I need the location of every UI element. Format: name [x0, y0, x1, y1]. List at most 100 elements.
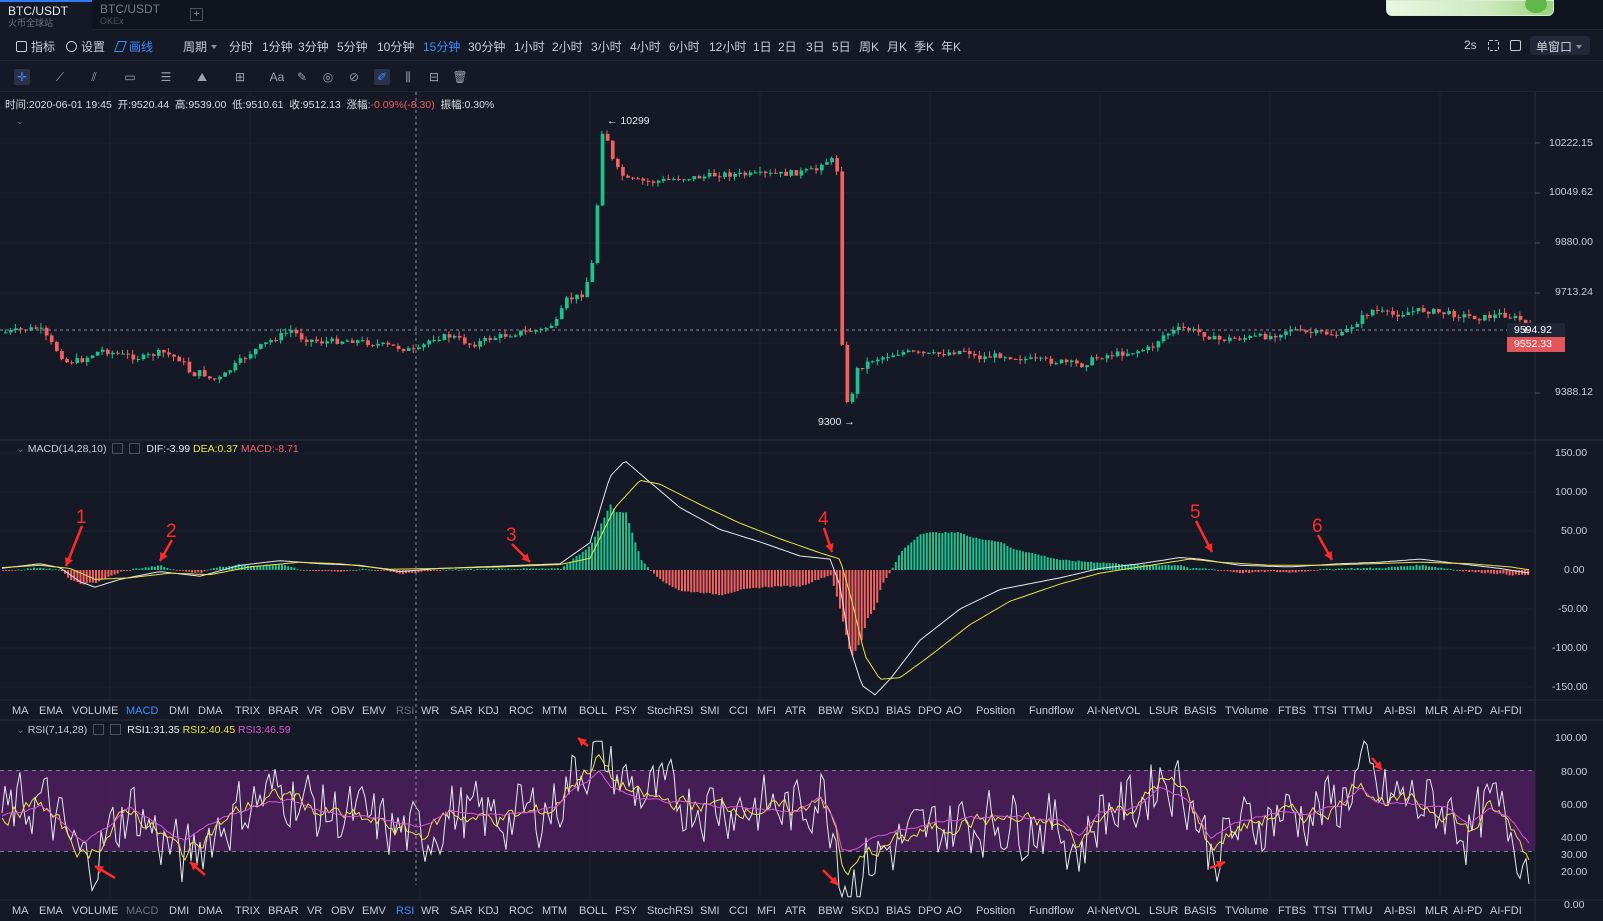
indicator-tab-sar[interactable]: SAR [450, 905, 473, 917]
add-tab-button[interactable]: + [190, 8, 203, 21]
interval-12[interactable]: 12小时 [709, 40, 747, 54]
indicator-tab-boll[interactable]: BOLL [579, 705, 608, 717]
indicator-tab-mtm[interactable]: MTM [542, 905, 568, 917]
brush-icon[interactable]: ✎ [296, 70, 308, 84]
indicator-tab-volume[interactable]: VOLUME [72, 905, 119, 917]
interval-1[interactable]: 1分钟 [262, 40, 293, 54]
trendline-icon[interactable]: ⟋ [55, 70, 65, 84]
rectangle-icon[interactable]: ▭ [124, 70, 136, 84]
indicator-tab-fundflow[interactable]: Fundflow [1029, 905, 1074, 917]
indicator-tab-macd[interactable]: MACD [126, 905, 159, 917]
indicator-tab-fundflow[interactable]: Fundflow [1029, 705, 1074, 717]
indicator-tab-sar[interactable]: SAR [450, 705, 473, 717]
indicator-tab-ai-netvol[interactable]: AI-NetVOL [1087, 905, 1141, 917]
indicator-tab-position[interactable]: Position [976, 905, 1016, 917]
indicator-tab-mfi[interactable]: MFI [757, 705, 776, 717]
rsi-settings-icon[interactable] [93, 724, 105, 735]
indicator-tab-ema[interactable]: EMA [39, 905, 63, 917]
indicator-tab-ma[interactable]: MA [12, 705, 29, 717]
indicator-tab-atr[interactable]: ATR [785, 905, 807, 917]
indicator-tab-atr[interactable]: ATR [785, 705, 807, 717]
interval-20[interactable]: 年K [941, 40, 962, 54]
indicator-tab-tvolume[interactable]: TVolume [1225, 905, 1269, 917]
indicator-tab-ai-pd[interactable]: AI-PD [1453, 705, 1483, 717]
indicator-tab-emv[interactable]: EMV [362, 905, 386, 917]
pattern-icon[interactable]: ⛰ [196, 70, 208, 84]
indicator-tab-ftbs[interactable]: FTBS [1278, 705, 1307, 717]
indicator-tab-ttsi[interactable]: TTSI [1313, 705, 1337, 717]
indicator-tab-rsi[interactable]: RSI [396, 905, 415, 917]
indicator-tab-dpo[interactable]: DPO [918, 905, 942, 917]
indicator-tab-wr[interactable]: WR [421, 905, 440, 917]
interval-18[interactable]: 月K [887, 40, 908, 54]
interval-4[interactable]: 10分钟 [377, 40, 415, 54]
indicator-tab-dmi[interactable]: DMI [169, 905, 190, 917]
indicator-tab-mtm[interactable]: MTM [542, 705, 568, 717]
indicator-tab-brar[interactable]: BRAR [268, 705, 299, 717]
collapse-icon[interactable]: ⌄ [16, 724, 25, 736]
indicator-tab-dpo[interactable]: DPO [918, 705, 942, 717]
interval-11[interactable]: 6小时 [669, 40, 700, 54]
settings-button[interactable]: 设置 [66, 38, 105, 55]
fullscreen-icon[interactable] [1488, 39, 1503, 53]
indicator-tab-ai-bsi[interactable]: AI-BSI [1384, 905, 1416, 917]
text-tool[interactable]: Aa [269, 70, 285, 84]
indicator-tab-brar[interactable]: BRAR [268, 905, 299, 917]
indicator-tab-cci[interactable]: CCI [729, 705, 748, 717]
interval-10[interactable]: 4小时 [630, 40, 661, 54]
indicator-tab-tvolume[interactable]: TVolume [1225, 705, 1269, 717]
indicator-tab-skdj[interactable]: SKDJ [851, 705, 880, 717]
indicator-tab-roc[interactable]: ROC [509, 905, 534, 917]
collapse-icon[interactable]: ⌄ [16, 443, 25, 455]
indicator-tab-stochrsi[interactable]: StochRSI [647, 905, 694, 917]
indicator-tab-kdj[interactable]: KDJ [478, 705, 499, 717]
interval-5[interactable]: 15分钟 [423, 40, 461, 54]
indicator-tab-roc[interactable]: ROC [509, 705, 534, 717]
indicator-tab-trix[interactable]: TRIX [235, 905, 261, 917]
indicator-tab-ema[interactable]: EMA [39, 705, 63, 717]
refresh-rate[interactable]: 2s [1464, 38, 1477, 52]
measure-icon[interactable]: ⊞ [234, 70, 246, 84]
indicator-tab-vr[interactable]: VR [307, 705, 323, 717]
promo-banner[interactable] [1386, 0, 1554, 16]
indicator-tab-bbw[interactable]: BBW [818, 905, 844, 917]
indicator-tab-mfi[interactable]: MFI [757, 905, 776, 917]
indicator-tab-psy[interactable]: PSY [615, 705, 638, 717]
interval-3[interactable]: 5分钟 [337, 40, 368, 54]
screenshot-icon[interactable] [1510, 39, 1525, 53]
interval-8[interactable]: 2小时 [552, 40, 583, 54]
indicator-tab-ttmu[interactable]: TTMU [1342, 905, 1373, 917]
interval-17[interactable]: 周K [859, 40, 880, 54]
indicator-tab-kdj[interactable]: KDJ [478, 905, 499, 917]
indicator-tab-macd[interactable]: MACD [126, 705, 159, 717]
delete-icon[interactable]: 🗑︎ [452, 70, 468, 84]
indicator-tab-emv[interactable]: EMV [362, 705, 386, 717]
rsi-close-icon[interactable] [110, 724, 122, 735]
crosshair-icon[interactable]: ✛ [14, 69, 30, 85]
indicator-tab-ai-fdi[interactable]: AI-FDI [1490, 705, 1522, 717]
indicators-button[interactable]: 指标 [16, 38, 55, 55]
indicator-tab-smi[interactable]: SMI [700, 905, 720, 917]
indicator-tab-dma[interactable]: DMA [198, 705, 223, 717]
indicator-tab-ma[interactable]: MA [12, 905, 29, 917]
drawing-button[interactable]: 画线 [113, 38, 153, 55]
indicator-tab-position[interactable]: Position [976, 705, 1016, 717]
period-dropdown[interactable]: 周期 [183, 38, 218, 55]
indicator-tab-basis[interactable]: BASIS [1184, 905, 1217, 917]
indicator-tab-ai-netvol[interactable]: AI-NetVOL [1087, 705, 1141, 717]
indicator-tab-volume[interactable]: VOLUME [72, 705, 119, 717]
interval-2[interactable]: 3分钟 [298, 40, 329, 54]
collapse-main-icon[interactable]: ⌄ [16, 116, 24, 126]
indicator-tab-ftbs[interactable]: FTBS [1278, 905, 1307, 917]
indicator-tab-cci[interactable]: CCI [729, 905, 748, 917]
indicator-tab-wr[interactable]: WR [421, 705, 440, 717]
indicator-tab-skdj[interactable]: SKDJ [851, 905, 880, 917]
indicator-tab-mlr[interactable]: MLR [1425, 705, 1449, 717]
indicator-tab-dma[interactable]: DMA [198, 905, 223, 917]
indicator-tab-ai-pd[interactable]: AI-PD [1453, 905, 1483, 917]
chart-canvas[interactable]: ← 10299 9300 → 1 2 3 4 5 6 [0, 92, 1603, 921]
indicator-tab-boll[interactable]: BOLL [579, 905, 608, 917]
interval-16[interactable]: 5日 [832, 40, 851, 54]
draw-mode-icon[interactable]: ✐ [374, 69, 390, 85]
magnet-icon[interactable]: ◎ [322, 70, 334, 84]
